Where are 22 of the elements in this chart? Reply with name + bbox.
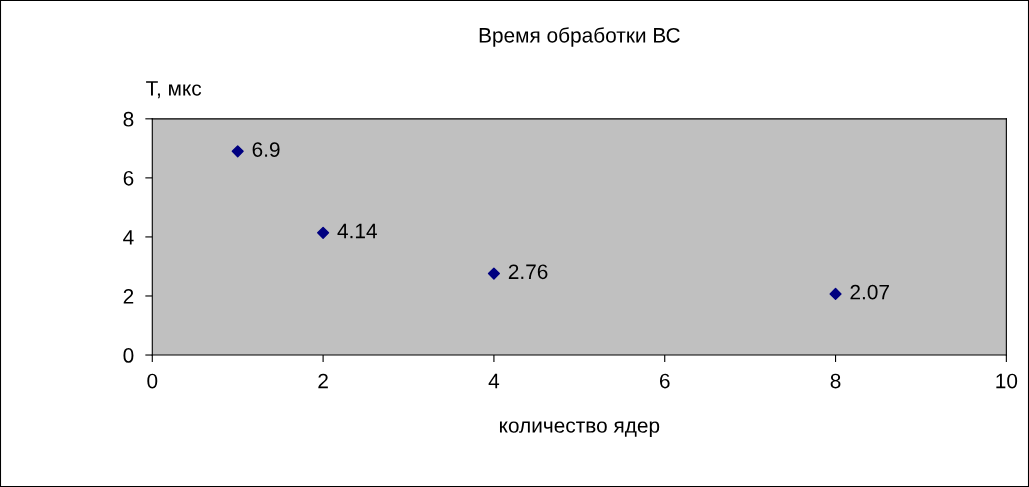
x-tick-label: 8 [830,373,841,389]
data-label: 2.07 [850,284,889,300]
data-label: 2.76 [508,264,548,280]
y-tick-label: 6 [123,170,134,186]
x-tick-label: 2 [318,373,328,389]
x-axis-title: количество ядер [500,421,660,437]
y-tick-label: 8 [123,111,134,127]
chart-title: Время обработки ВС [479,27,680,47]
y-tick-label: 4 [123,230,134,245]
point [487,267,500,280]
x-tick-label: 10 [996,373,1018,389]
point [231,145,244,158]
y-tick-label: 2 [123,288,134,304]
point [829,287,842,300]
x-tick-label: 0 [147,373,158,389]
x-tick-label: 4 [488,373,500,389]
x-tick-label: 6 [660,373,670,389]
point [317,226,330,239]
data-label: 6.9 [252,142,280,157]
y-tick-label: 0 [123,348,134,363]
y-axis-title: T, мкс [146,81,202,99]
data-label: 4.14 [337,223,377,239]
